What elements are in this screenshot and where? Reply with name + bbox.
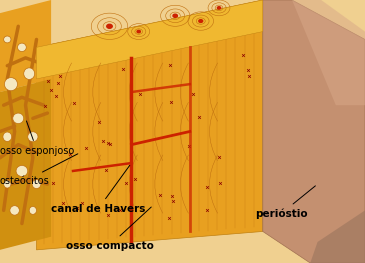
Ellipse shape xyxy=(4,78,18,91)
Ellipse shape xyxy=(32,180,41,189)
Ellipse shape xyxy=(18,43,26,52)
Text: perióstio: perióstio xyxy=(255,186,315,219)
Text: osteócitos: osteócitos xyxy=(0,154,78,186)
Text: osso compacto: osso compacto xyxy=(66,207,153,251)
Polygon shape xyxy=(263,0,365,263)
Ellipse shape xyxy=(4,180,11,188)
Circle shape xyxy=(217,7,220,9)
Ellipse shape xyxy=(13,113,24,124)
Polygon shape xyxy=(0,79,51,250)
Ellipse shape xyxy=(16,165,28,176)
Ellipse shape xyxy=(24,68,35,79)
Ellipse shape xyxy=(29,206,36,214)
Circle shape xyxy=(107,24,112,28)
Polygon shape xyxy=(292,0,365,105)
Polygon shape xyxy=(36,0,263,250)
Circle shape xyxy=(173,14,177,17)
Circle shape xyxy=(137,30,140,33)
Circle shape xyxy=(199,20,203,22)
Ellipse shape xyxy=(10,206,19,215)
Text: canal de Havers: canal de Havers xyxy=(51,165,146,214)
Text: osso esponjoso: osso esponjoso xyxy=(0,121,74,156)
Ellipse shape xyxy=(3,132,12,141)
Ellipse shape xyxy=(28,132,38,142)
Ellipse shape xyxy=(4,36,11,43)
Polygon shape xyxy=(0,0,51,92)
Polygon shape xyxy=(36,0,263,79)
Polygon shape xyxy=(310,210,365,263)
